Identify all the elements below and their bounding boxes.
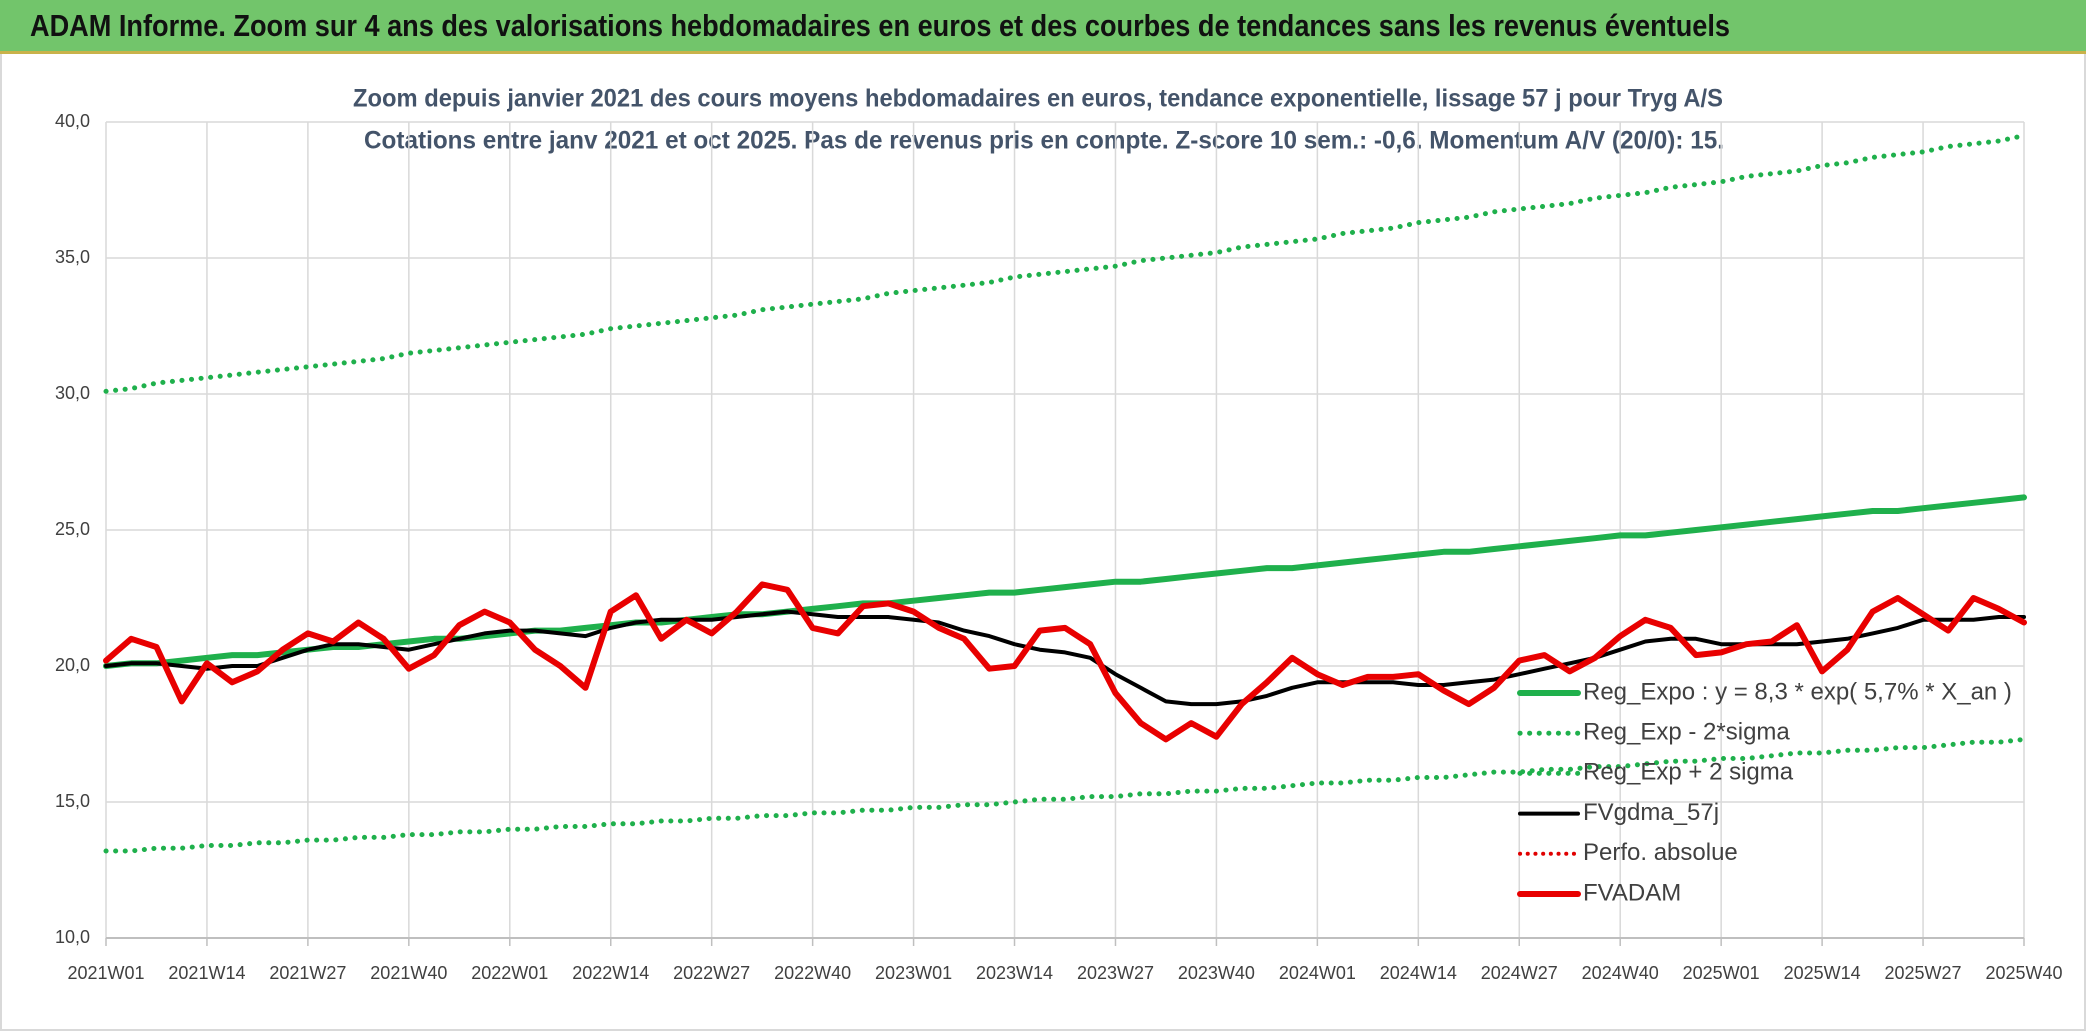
x-tick-label: 2021W14 <box>168 963 245 983</box>
header-rule <box>0 51 2086 54</box>
x-tick-label: 2021W27 <box>269 963 346 983</box>
series-line <box>104 609 2026 707</box>
series-line <box>103 736 2027 854</box>
x-tick-label: 2022W01 <box>471 963 548 983</box>
x-tick-label: 2021W01 <box>67 963 144 983</box>
header-band <box>0 0 2086 53</box>
y-tick-label: 15,0 <box>55 791 90 811</box>
series-line <box>103 133 2027 394</box>
y-tick-label: 10,0 <box>55 927 90 947</box>
y-tick-label: 25,0 <box>55 519 90 539</box>
x-tick-label: 2025W40 <box>1985 963 2062 983</box>
x-tick-label: 2025W27 <box>1885 963 1962 983</box>
chart-subtitle: Cotations entre janv 2021 et oct 2025. P… <box>364 127 1724 155</box>
x-tick-label: 2024W14 <box>1380 963 1457 983</box>
legend-label: Perfo. absolue <box>1583 839 1738 866</box>
legend-label: FVgdma_57j <box>1583 799 1719 826</box>
y-tick-label: 20,0 <box>55 655 90 675</box>
legend-label: Reg_Exp + 2 sigma <box>1583 759 1794 786</box>
x-tick-label: 2023W27 <box>1077 963 1154 983</box>
series-line <box>103 494 2027 669</box>
series-line <box>103 581 2027 743</box>
x-tick-label: 2024W40 <box>1582 963 1659 983</box>
x-tick-label: 2022W14 <box>572 963 649 983</box>
y-tick-label: 40,0 <box>55 111 90 131</box>
y-tick-label: 35,0 <box>55 247 90 267</box>
x-tick-label: 2022W40 <box>774 963 851 983</box>
x-tick-label: 2025W01 <box>1683 963 1760 983</box>
x-tick-label: 2024W01 <box>1279 963 1356 983</box>
x-tick-label: 2023W14 <box>976 963 1053 983</box>
legend-label: FVADAM <box>1583 879 1681 906</box>
legend-label: Reg_Exp - 2*sigma <box>1583 719 1790 746</box>
x-tick-label: 2025W14 <box>1784 963 1861 983</box>
x-tick-label: 2023W01 <box>875 963 952 983</box>
legend-label: Reg_Expo : y = 8,3 * exp( 5,7% * X_an ) <box>1583 678 2012 705</box>
y-tick-label: 30,0 <box>55 383 90 403</box>
x-tick-label: 2022W27 <box>673 963 750 983</box>
chart-title: Zoom depuis janvier 2021 des cours moyen… <box>353 85 1723 113</box>
x-tick-label: 2024W27 <box>1481 963 1558 983</box>
x-tick-label: 2023W40 <box>1178 963 1255 983</box>
x-tick-label: 2021W40 <box>370 963 447 983</box>
page-title: ADAM Informe. Zoom sur 4 ans des valoris… <box>30 8 1730 43</box>
